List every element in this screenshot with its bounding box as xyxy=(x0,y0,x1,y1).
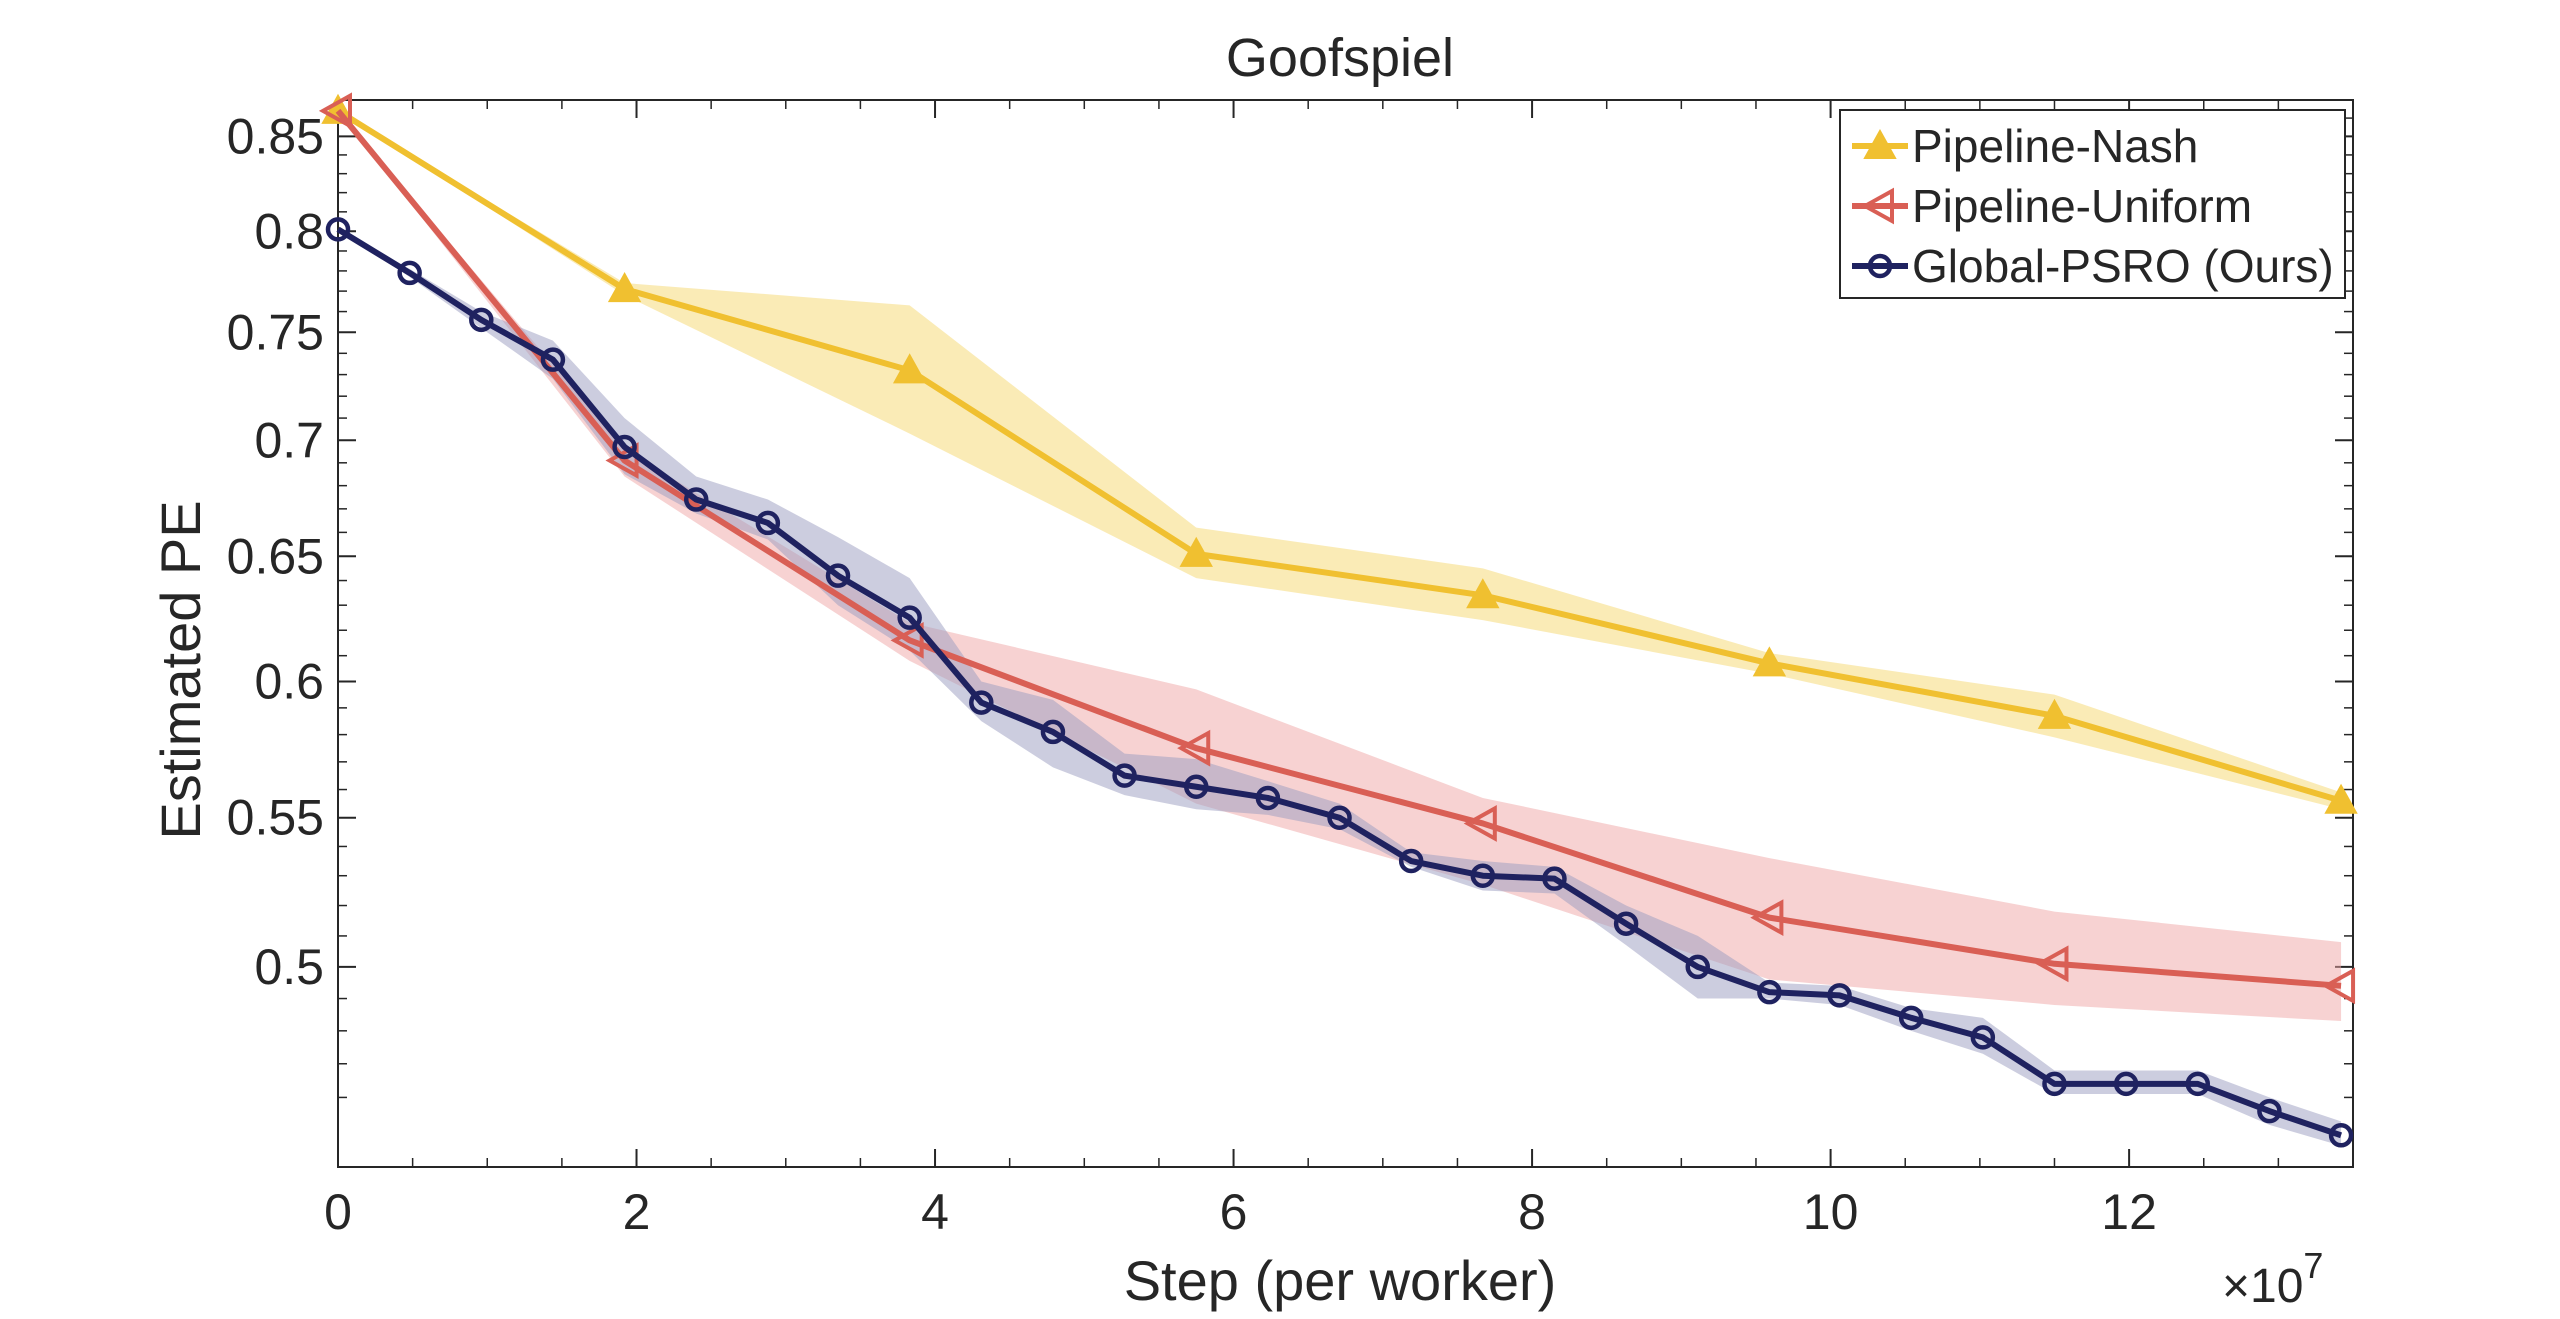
data-point xyxy=(2257,1098,2282,1124)
data-point xyxy=(1398,848,1424,874)
data-point xyxy=(2185,1071,2211,1097)
data-point xyxy=(1183,774,1209,799)
data-point xyxy=(825,563,851,588)
data-point xyxy=(1752,646,1787,677)
x-tick-label: 0 xyxy=(324,1184,352,1240)
y-tick-label: 0.55 xyxy=(227,790,324,846)
x-tick-label: 8 xyxy=(1518,1184,1546,1240)
series-line xyxy=(336,108,2342,804)
data-point xyxy=(1898,1005,1924,1031)
data-point xyxy=(1327,805,1352,830)
y-tick-label: 0.85 xyxy=(227,108,324,164)
confidence-band xyxy=(338,229,2342,1146)
data-point xyxy=(1542,866,1567,891)
chart-title: Goofspiel xyxy=(1226,28,1454,88)
x-axis-exponent-power: 7 xyxy=(2303,1245,2323,1286)
data-point xyxy=(1112,763,1137,788)
data-point xyxy=(1750,899,1784,937)
data-point xyxy=(607,272,642,303)
data-point xyxy=(612,434,637,460)
y-tick-label: 0.5 xyxy=(254,939,324,995)
confidence-band xyxy=(338,110,2342,1022)
data-point xyxy=(2035,945,2069,983)
data-point xyxy=(890,621,924,659)
plot-frame xyxy=(337,99,2354,1168)
legend-marker xyxy=(1863,128,1897,159)
series-lines xyxy=(318,92,2358,1148)
data-point xyxy=(969,690,994,715)
legend-label: Global-PSRO (Ours) xyxy=(1912,240,2334,292)
data-point xyxy=(1463,805,1497,842)
data-point xyxy=(897,605,922,630)
data-point xyxy=(1613,911,1639,936)
tick-labels: 0 2 4 6 8 10 12 0.5 0.55 0.6 0.65 0.7 0.75 0.8 0.85 xyxy=(227,108,2157,1240)
data-point xyxy=(2037,698,2072,729)
data-point xyxy=(2113,1071,2139,1097)
x-axis-exponent-base: ×10 xyxy=(2222,1260,2303,1313)
legend-marker xyxy=(1867,253,1893,279)
data-point xyxy=(1255,785,1281,811)
data-point xyxy=(1466,578,1500,609)
y-tick-label: 0.75 xyxy=(227,304,324,360)
data-point xyxy=(1177,729,1211,767)
data-point xyxy=(325,217,351,242)
data-point xyxy=(605,442,639,479)
data-point xyxy=(1757,979,1782,1005)
legend-label: Pipeline-Nash xyxy=(1912,120,2198,172)
data-point xyxy=(469,307,494,333)
data-point xyxy=(1827,983,1852,1008)
y-tick-label: 0.6 xyxy=(254,654,324,710)
y-axis-title: Estimated PE xyxy=(149,500,212,839)
y-tick-label: 0.7 xyxy=(254,412,324,468)
data-point xyxy=(755,510,781,536)
data-point xyxy=(1470,863,1496,888)
data-point xyxy=(2042,1071,2067,1097)
x-axis-title: Step (per worker) xyxy=(1124,1249,1557,1312)
data-point xyxy=(2321,967,2356,1005)
data-point xyxy=(683,487,709,512)
data-point xyxy=(540,347,566,372)
series-line xyxy=(336,226,2343,1139)
data-point xyxy=(1685,954,1711,980)
data-point xyxy=(318,92,352,130)
data-point xyxy=(2324,783,2358,814)
data-point xyxy=(397,260,422,286)
x-axis-exponent: ×107 xyxy=(2222,1245,2323,1313)
data-point xyxy=(1970,1025,1996,1050)
y-tick-label: 0.65 xyxy=(227,528,324,584)
data-point xyxy=(892,353,927,384)
legend-marker xyxy=(1860,187,1894,225)
legend: Pipeline-Nash Pipeline-Uniform Global-PSRO… xyxy=(1839,109,2346,299)
data-point xyxy=(1040,719,1066,745)
data-point xyxy=(2328,1123,2354,1148)
x-tick-label: 2 xyxy=(623,1184,651,1240)
legend-label: Pipeline-Uniform xyxy=(1912,180,2252,232)
x-tick-label: 12 xyxy=(2101,1184,2157,1240)
y-tick-label: 0.8 xyxy=(254,203,324,259)
legend-box xyxy=(1839,109,2346,299)
series-line xyxy=(335,108,2342,989)
x-tick-label: 10 xyxy=(1803,1184,1859,1240)
x-tick-label: 4 xyxy=(921,1184,949,1240)
data-point xyxy=(1179,536,1213,567)
x-tick-label: 6 xyxy=(1220,1184,1248,1240)
